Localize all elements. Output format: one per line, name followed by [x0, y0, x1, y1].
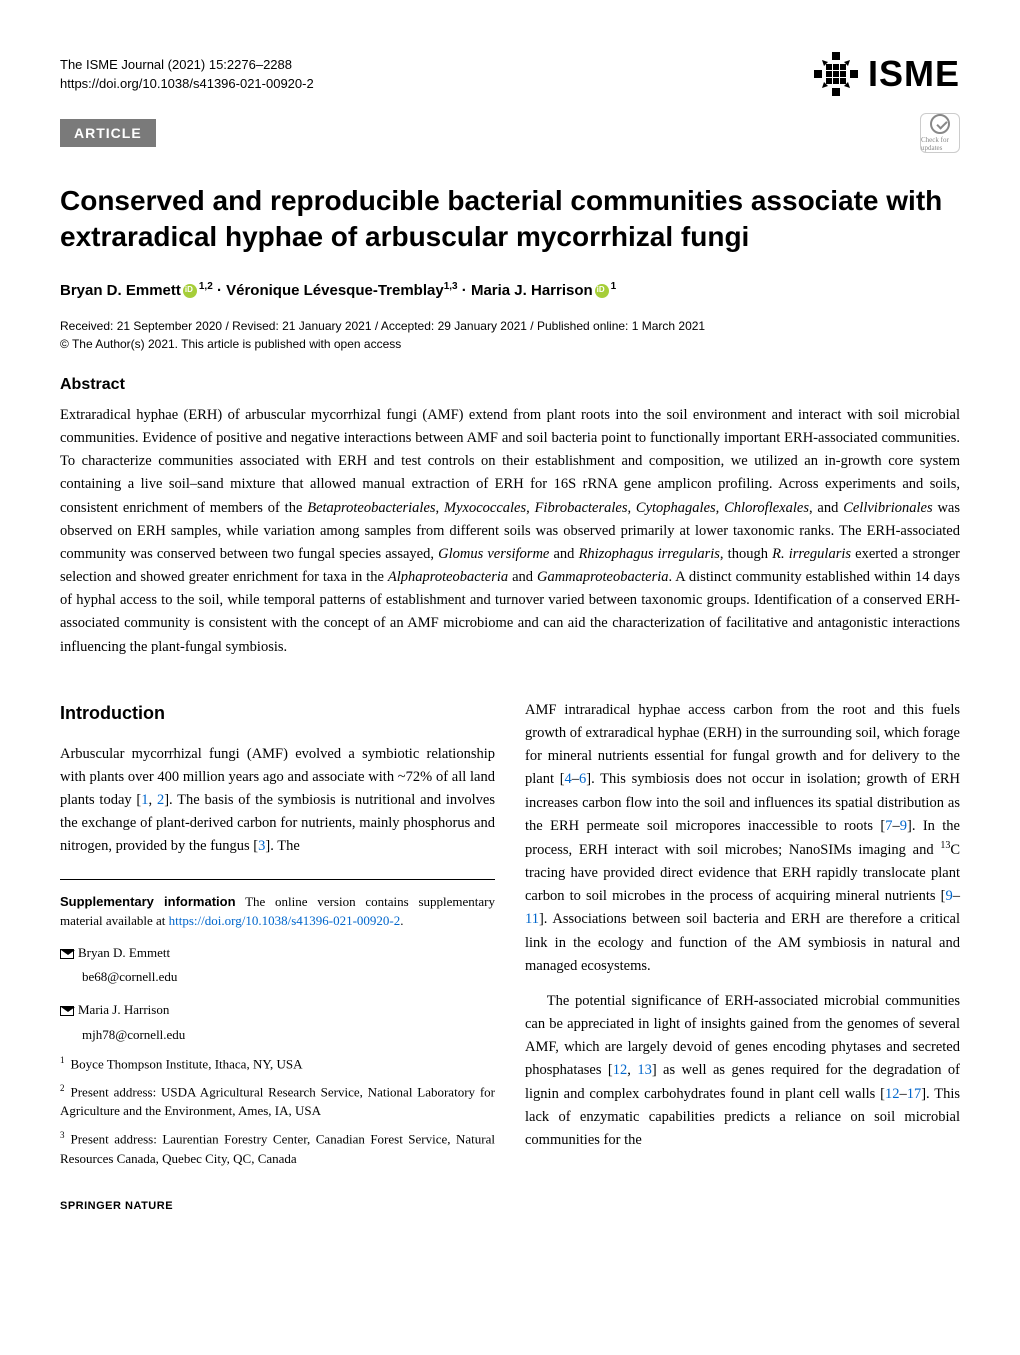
citation-ref[interactable]: 12 [613, 1062, 628, 1078]
intro-paragraph-right-1: AMF intraradical hyphae access carbon fr… [525, 699, 960, 978]
citation-ref[interactable]: 1 [141, 792, 148, 808]
journal-info: The ISME Journal (2021) 15:2276–2288 htt… [60, 55, 314, 94]
copyright-line: © The Author(s) 2021. This article is pu… [60, 337, 960, 351]
body-columns: Introduction Arbuscular mycorrhizal fung… [60, 699, 960, 1216]
intro-paragraph-left: Arbuscular mycorrhizal fungi (AMF) evolv… [60, 743, 495, 859]
author-1: Bryan D. Emmett [60, 282, 181, 299]
supplementary-info: Supplementary information The online ver… [60, 892, 495, 931]
envelope-icon [60, 949, 74, 959]
affiliation-2: 2Present address: USDA Agricultural Rese… [60, 1082, 495, 1121]
check-updates-text: Check for updates [921, 136, 959, 152]
article-label: ARTICLE [60, 119, 156, 147]
supplementary-heading: Supplementary information [60, 894, 236, 909]
citation-ref[interactable]: 4 [565, 771, 572, 787]
right-column: AMF intraradical hyphae access carbon fr… [525, 699, 960, 1216]
page-header: The ISME Journal (2021) 15:2276–2288 htt… [60, 50, 960, 98]
author-list: Bryan D. Emmett 1,2 · Véronique Lévesque-… [60, 281, 960, 299]
check-updates-button[interactable]: Check for updates [920, 113, 960, 153]
publisher-footer: SPRINGER NATURE [60, 1198, 495, 1216]
contact-email: mjh78@cornell.edu [82, 1025, 495, 1046]
check-icon [930, 114, 950, 134]
supplementary-link[interactable]: https://doi.org/10.1038/s41396-021-00920… [169, 913, 401, 928]
contact-email: be68@cornell.edu [82, 967, 495, 988]
journal-name: The ISME Journal (2021) 15:2276–2288 [60, 55, 314, 75]
abstract-heading: Abstract [60, 376, 960, 394]
left-column: Introduction Arbuscular mycorrhizal fung… [60, 699, 495, 1216]
orcid-icon[interactable] [183, 284, 197, 298]
article-type-bar: ARTICLE Check for updates [60, 113, 960, 153]
affiliation-num: 2 [60, 1083, 65, 1093]
author-2-sup: 1,3 [444, 281, 458, 292]
globe-icon [812, 50, 860, 98]
citation-ref[interactable]: 12 [885, 1086, 900, 1102]
author-3: Maria J. Harrison [471, 282, 593, 299]
author-separator: · [458, 282, 471, 299]
contact-2: Maria J. Harrison [60, 1000, 495, 1021]
logo-text: ISME [868, 53, 960, 95]
citation-ref[interactable]: 9 [900, 818, 907, 834]
superscript: 13 [940, 840, 950, 851]
author-1-sup: 1,2 [199, 281, 213, 292]
affiliation-text: Boyce Thompson Institute, Ithaca, NY, US… [71, 1056, 303, 1071]
contact-1: Bryan D. Emmett [60, 943, 495, 964]
citation-ref[interactable]: 11 [525, 911, 539, 927]
abstract-text: Extraradical hyphae (ERH) of arbuscular … [60, 404, 960, 659]
divider [60, 879, 495, 880]
affiliation-1: 1 Boyce Thompson Institute, Ithaca, NY, U… [60, 1054, 495, 1074]
envelope-icon [60, 1006, 74, 1016]
contact-name: Bryan D. Emmett [78, 945, 170, 960]
citation-ref[interactable]: 9 [946, 888, 953, 904]
contact-name: Maria J. Harrison [78, 1002, 169, 1017]
affiliation-num: 3 [60, 1130, 65, 1140]
citation-ref[interactable]: 13 [637, 1062, 652, 1078]
author-2: Véronique Lévesque-Tremblay [226, 282, 444, 299]
doi-line: https://doi.org/10.1038/s41396-021-00920… [60, 74, 314, 94]
intro-paragraph-right-2: The potential significance of ERH-associ… [525, 990, 960, 1152]
publication-dates: Received: 21 September 2020 / Revised: 2… [60, 319, 960, 333]
citation-ref[interactable]: 17 [907, 1086, 922, 1102]
article-title: Conserved and reproducible bacterial com… [60, 183, 960, 256]
journal-logo: ISME [812, 50, 960, 98]
introduction-heading: Introduction [60, 699, 495, 728]
author-separator: · [213, 282, 226, 299]
affiliation-3: 3Present address: Laurentian Forestry Ce… [60, 1129, 495, 1168]
author-3-sup: 1 [611, 281, 617, 292]
affiliation-text: Present address: USDA Agricultural Resea… [60, 1084, 495, 1119]
affiliation-text: Present address: Laurentian Forestry Cen… [60, 1131, 495, 1166]
affiliation-num: 1 [60, 1055, 65, 1065]
orcid-icon[interactable] [595, 284, 609, 298]
